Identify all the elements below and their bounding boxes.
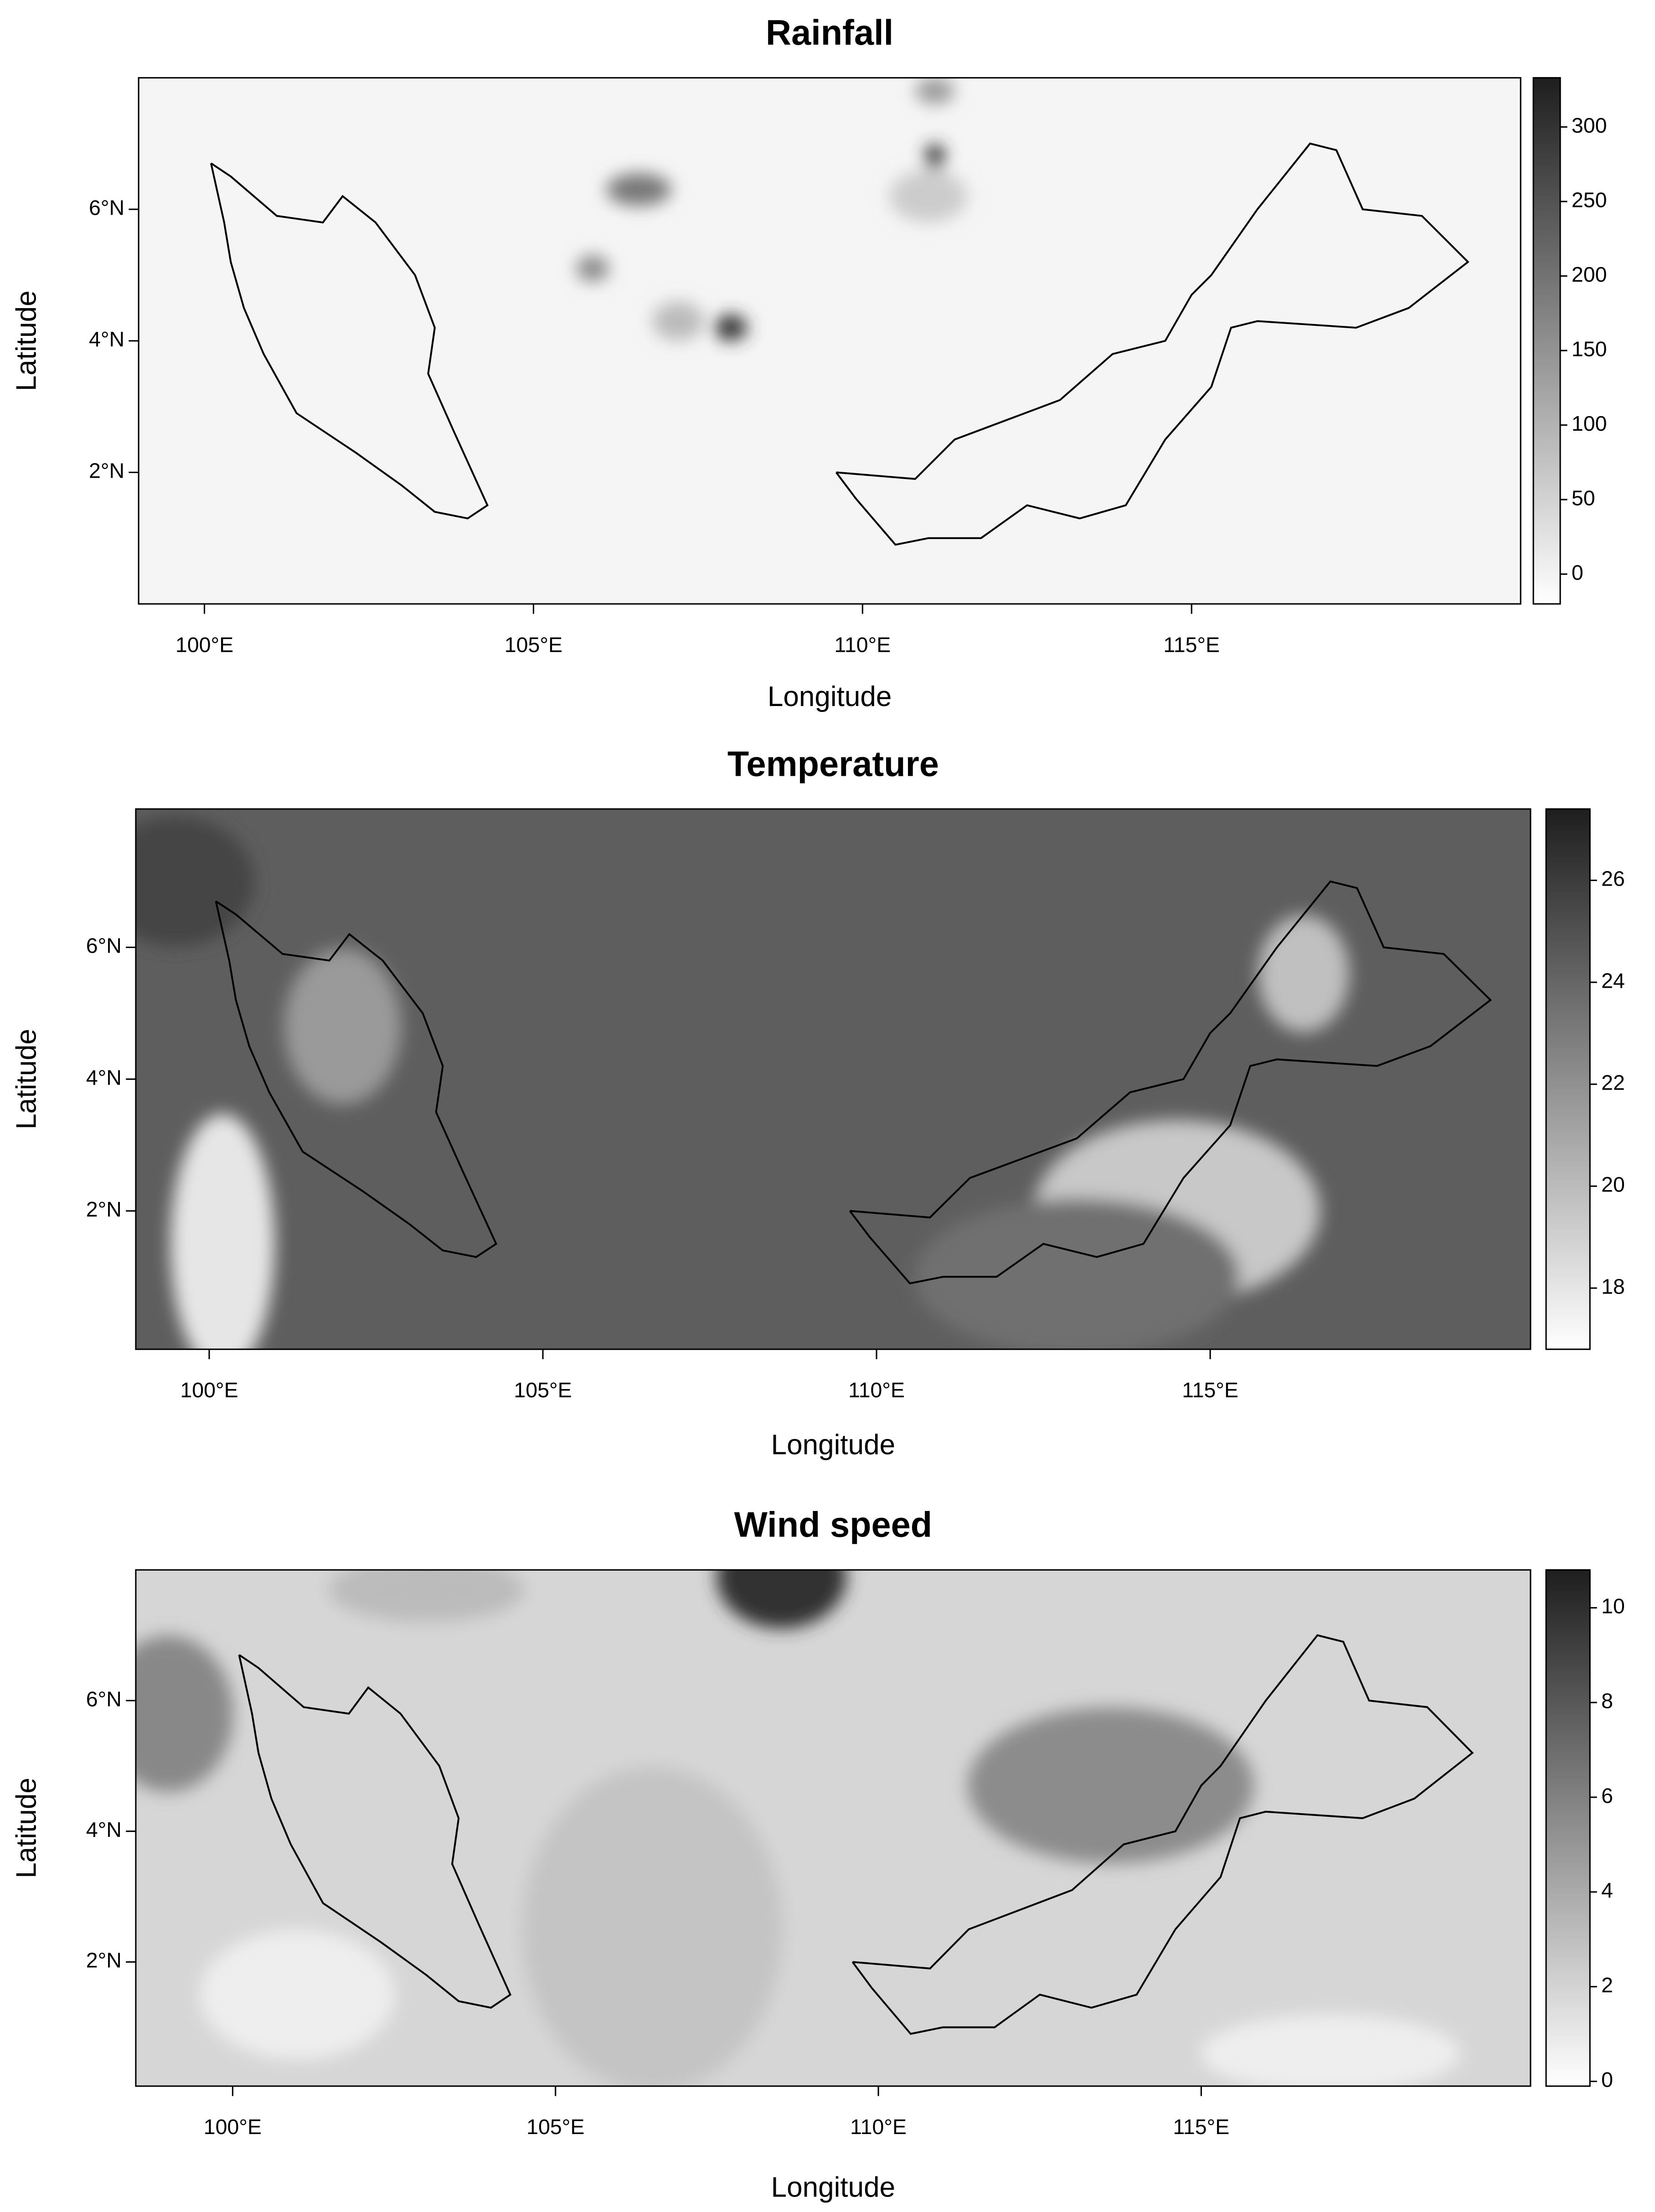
- raster-patch: [915, 77, 954, 104]
- coastline: [215, 900, 498, 1258]
- colorbar-tick-label: 26: [1601, 867, 1625, 891]
- raster-patch: [889, 170, 968, 222]
- colorbar-tick-label: 100: [1572, 412, 1607, 435]
- x-tick-label: 100°E: [175, 633, 233, 656]
- raster-patch: [716, 1570, 847, 1629]
- coastline: [851, 1634, 1474, 2035]
- colorbar-tick-label: 2: [1601, 1973, 1613, 1997]
- coastline: [849, 880, 1492, 1284]
- raster-patch: [522, 1767, 783, 2086]
- raster-field: [135, 816, 1350, 1350]
- x-tick-label: 115°E: [1173, 2115, 1229, 2139]
- y-tick-label: 2°N: [89, 459, 124, 483]
- x-tick-label: 105°E: [526, 2115, 584, 2139]
- raster: [135, 809, 1531, 1350]
- colorbar-tick-label: 6: [1601, 1784, 1613, 1807]
- y-tick-label: 4°N: [86, 1066, 122, 1089]
- coastline: [210, 162, 489, 520]
- y-tick-label: 6°N: [89, 196, 124, 220]
- y-tick-label: 4°N: [86, 1818, 122, 1841]
- raster-patch: [135, 816, 254, 947]
- raster-patch: [925, 144, 945, 170]
- raster-patch: [968, 1707, 1254, 1864]
- y-axis-label: Latitude: [10, 290, 42, 391]
- raster-patch: [1200, 2014, 1461, 2086]
- colorbar-tick-label: 0: [1572, 561, 1583, 584]
- y-tick-label: 2°N: [86, 1949, 122, 1972]
- colorbar: [1545, 1569, 1591, 2087]
- y-tick-label: 6°N: [86, 934, 122, 958]
- colorbar-tick-label: 22: [1601, 1071, 1625, 1094]
- colorbar-tick-label: 150: [1572, 337, 1607, 361]
- colorbar-tick-label: 200: [1572, 263, 1607, 286]
- colorbar-tick-label: 50: [1572, 486, 1595, 510]
- raster-patch: [576, 255, 609, 282]
- colorbar-tick-label: 18: [1601, 1274, 1625, 1298]
- raster-patch: [1258, 915, 1350, 1032]
- x-tick-label: 100°E: [180, 1378, 238, 1402]
- x-tick-label: 110°E: [850, 2115, 907, 2139]
- colorbar-tick-label: 250: [1572, 188, 1607, 211]
- raster-patch: [714, 315, 748, 341]
- raster-background: [139, 77, 1521, 604]
- x-tick-label: 115°E: [1163, 633, 1220, 656]
- raster: [139, 77, 1521, 604]
- raster-field: [135, 1570, 1461, 2086]
- colorbar-tick-label: 300: [1572, 113, 1607, 137]
- raster-patch: [135, 1635, 233, 1792]
- panel-title: Temperature: [727, 744, 939, 784]
- raster-field: [576, 77, 968, 341]
- raster-patch: [199, 1929, 395, 2060]
- coastline: [835, 142, 1469, 546]
- map-panel: Rainfall Longitude Latitude 100°E 105°E 110°E…: [10, 13, 1607, 712]
- raster-patch: [284, 948, 402, 1105]
- x-tick-label: 105°E: [514, 1378, 572, 1402]
- map-panel: Wind speed Longitude Latitude 100°E 105°E 110…: [10, 1506, 1624, 2203]
- raster-patch: [914, 1198, 1240, 1350]
- raster-patch: [652, 301, 705, 341]
- x-axis-label: Longitude: [771, 1429, 896, 1461]
- x-tick-label: 105°E: [505, 633, 562, 656]
- x-axis-label: Longitude: [771, 2172, 896, 2203]
- colorbar-tick-label: 20: [1601, 1173, 1625, 1196]
- raster-patch: [606, 173, 671, 206]
- coastline: [238, 1654, 512, 2009]
- x-tick-label: 110°E: [848, 1378, 905, 1402]
- y-tick-label: 2°N: [86, 1197, 122, 1221]
- colorbar: [1545, 808, 1591, 1350]
- x-axis-label: Longitude: [768, 681, 892, 712]
- colorbar: [1532, 77, 1561, 605]
- colorbar-tick-label: 10: [1601, 1594, 1625, 1618]
- plot-frame: [135, 1569, 1531, 2087]
- panel-title: Wind speed: [734, 1506, 933, 1545]
- y-tick-label: 6°N: [86, 1687, 122, 1711]
- colorbar-tick-label: 4: [1601, 1878, 1613, 1902]
- colorbar-tick-label: 24: [1601, 969, 1625, 992]
- x-tick-label: 100°E: [204, 2115, 262, 2139]
- colorbar-tick-label: 8: [1601, 1689, 1613, 1713]
- x-tick-label: 110°E: [834, 633, 891, 656]
- y-axis-label: Latitude: [10, 1778, 42, 1878]
- raster-patch: [170, 1114, 275, 1350]
- panel-title: Rainfall: [766, 13, 893, 52]
- raster-patch: [329, 1570, 524, 1622]
- y-axis-label: Latitude: [10, 1029, 42, 1129]
- y-tick-label: 4°N: [89, 327, 124, 351]
- x-tick-label: 115°E: [1182, 1378, 1238, 1402]
- map-panel: Temperature Longitude Latitude 100°E 105°E 11…: [10, 744, 1624, 1460]
- colorbar-tick-label: 0: [1601, 2068, 1613, 2092]
- raster: [135, 1570, 1531, 2086]
